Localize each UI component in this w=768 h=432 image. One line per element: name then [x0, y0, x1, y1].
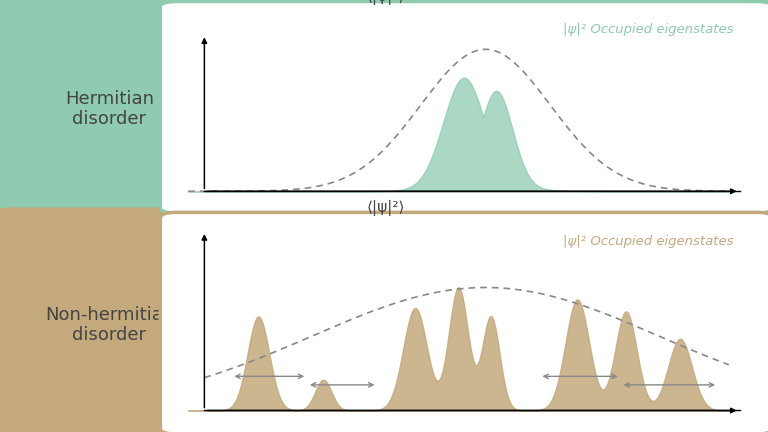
FancyBboxPatch shape [161, 1, 768, 213]
Text: Space: Space [703, 220, 745, 234]
FancyBboxPatch shape [161, 213, 768, 432]
Text: Non-hermitian
disorder: Non-hermitian disorder [45, 306, 174, 344]
Text: Hermitian
disorder: Hermitian disorder [65, 90, 154, 128]
Text: |ψ|² Occupied eigenstates: |ψ|² Occupied eigenstates [563, 235, 734, 248]
Text: ⟨|ψ|²⟩: ⟨|ψ|²⟩ [366, 200, 405, 216]
Text: ⟨|ψ|²⟩: ⟨|ψ|²⟩ [366, 0, 405, 5]
Text: |ψ|² Occupied eigenstates: |ψ|² Occupied eigenstates [563, 23, 734, 36]
